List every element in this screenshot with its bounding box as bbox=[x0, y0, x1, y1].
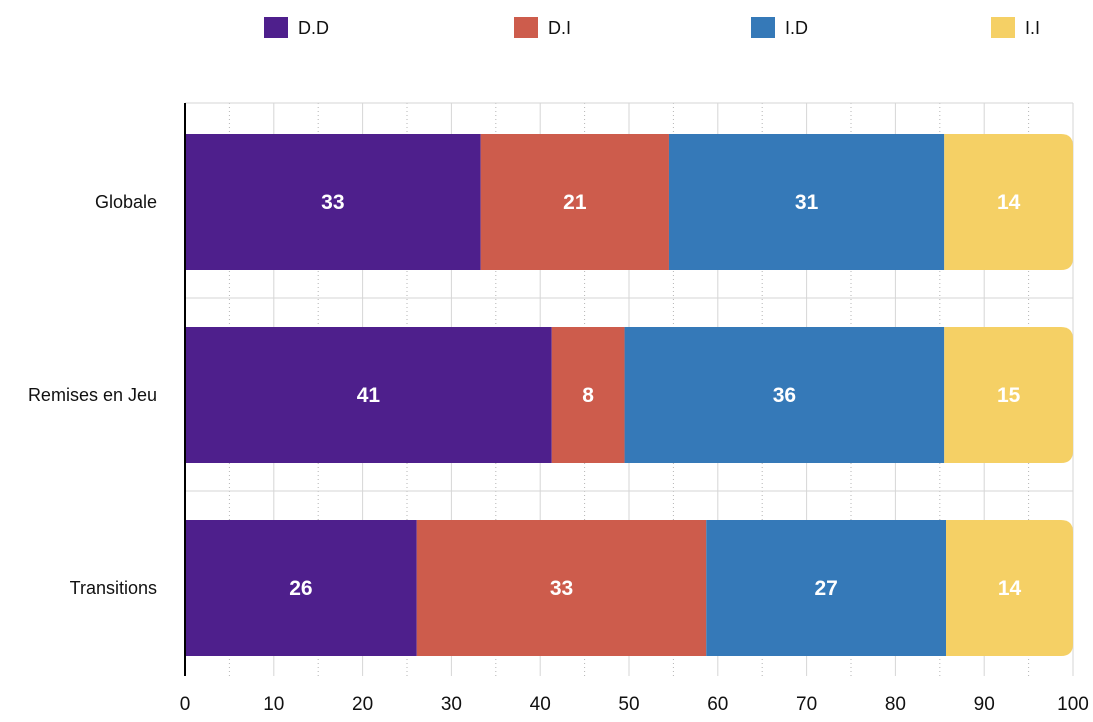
legend-swatch bbox=[991, 17, 1015, 38]
x-tick-label: 30 bbox=[441, 694, 462, 715]
bar-segment-dd bbox=[185, 134, 481, 270]
legend-swatch bbox=[514, 17, 538, 38]
legend: D.D D.I I.D I.I bbox=[264, 17, 1040, 38]
data-label: 14 bbox=[998, 577, 1022, 600]
data-label: 36 bbox=[773, 384, 796, 407]
legend-label: I.D bbox=[785, 18, 808, 38]
legend-label: I.I bbox=[1025, 18, 1040, 38]
bar-segment-ii bbox=[944, 134, 1073, 270]
category-label: Globale bbox=[95, 192, 157, 212]
data-label: 41 bbox=[357, 384, 381, 407]
data-label: 27 bbox=[814, 577, 837, 600]
x-tick-label: 10 bbox=[263, 694, 284, 715]
data-label: 31 bbox=[795, 191, 819, 214]
x-tick-label: 0 bbox=[180, 694, 191, 715]
x-tick-label: 100 bbox=[1057, 694, 1089, 715]
bar-segment-di bbox=[551, 327, 625, 463]
bar-segment-dd bbox=[185, 327, 552, 463]
legend-label: D.I bbox=[548, 18, 571, 38]
category-label: Remises en Jeu bbox=[28, 385, 157, 405]
bar-segment-id bbox=[668, 134, 945, 270]
x-tick-label: 60 bbox=[707, 694, 728, 715]
data-label: 21 bbox=[563, 191, 587, 214]
bar-segment-di bbox=[416, 520, 707, 656]
bar-segment-dd bbox=[185, 520, 417, 656]
data-label: 26 bbox=[289, 577, 312, 600]
data-label: 14 bbox=[997, 191, 1021, 214]
bars bbox=[185, 134, 1073, 656]
legend-swatch bbox=[751, 17, 775, 38]
data-label: 8 bbox=[582, 384, 594, 407]
x-tick-label: 20 bbox=[352, 694, 373, 715]
bar-segment-id bbox=[624, 327, 945, 463]
bar-segment-id bbox=[706, 520, 947, 656]
legend-item: I.D bbox=[751, 17, 808, 38]
legend-item: D.D bbox=[264, 17, 329, 38]
data-label: 15 bbox=[997, 384, 1021, 407]
bar-segment-di bbox=[480, 134, 669, 270]
x-tick-label: 70 bbox=[796, 694, 817, 715]
labels: 33 21 31 14 Globale 41 8 36 15 Remises en Jeu 26 33… bbox=[28, 191, 1089, 715]
data-label: 33 bbox=[321, 191, 344, 214]
x-tick-label: 80 bbox=[885, 694, 906, 715]
x-tick-label: 40 bbox=[530, 694, 551, 715]
x-tick-label: 90 bbox=[974, 694, 995, 715]
bar-segment-ii bbox=[944, 327, 1073, 463]
legend-item: D.I bbox=[514, 17, 571, 38]
category-label: Transitions bbox=[70, 578, 157, 598]
legend-label: D.D bbox=[298, 18, 329, 38]
bar-segment-ii bbox=[946, 520, 1073, 656]
legend-swatch bbox=[264, 17, 288, 38]
x-tick-label: 50 bbox=[618, 694, 639, 715]
legend-item: I.I bbox=[991, 17, 1040, 38]
data-label: 33 bbox=[550, 577, 573, 600]
